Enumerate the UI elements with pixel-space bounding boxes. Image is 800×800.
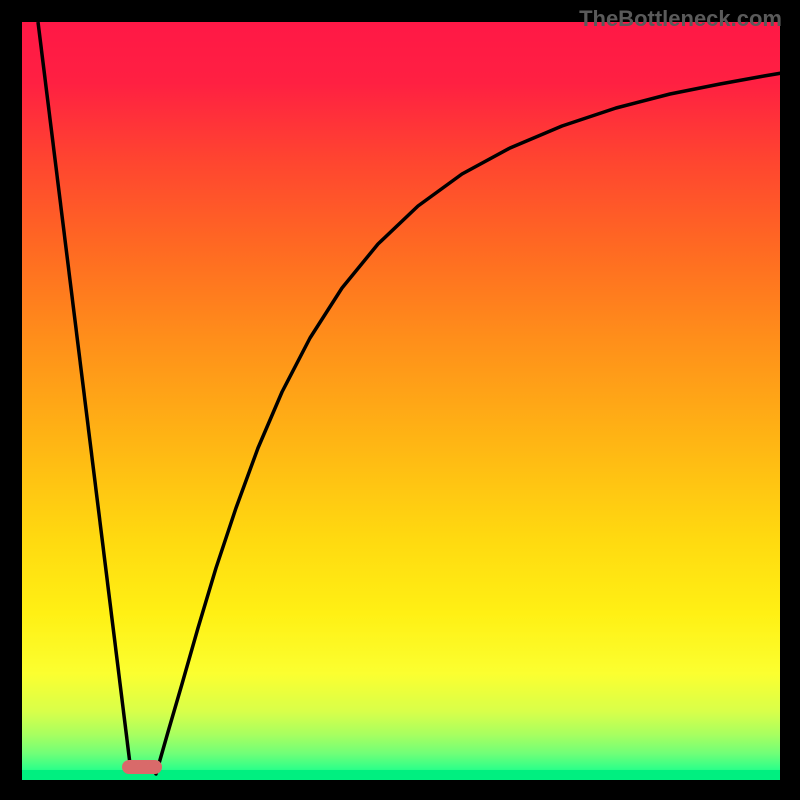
bottleneck-curve-right xyxy=(156,73,780,774)
bottleneck-curve-left xyxy=(38,22,131,772)
curve-overlay xyxy=(22,22,780,780)
watermark-text: TheBottleneck.com xyxy=(579,6,782,32)
optimum-marker xyxy=(122,760,162,774)
plot-area xyxy=(22,22,780,780)
